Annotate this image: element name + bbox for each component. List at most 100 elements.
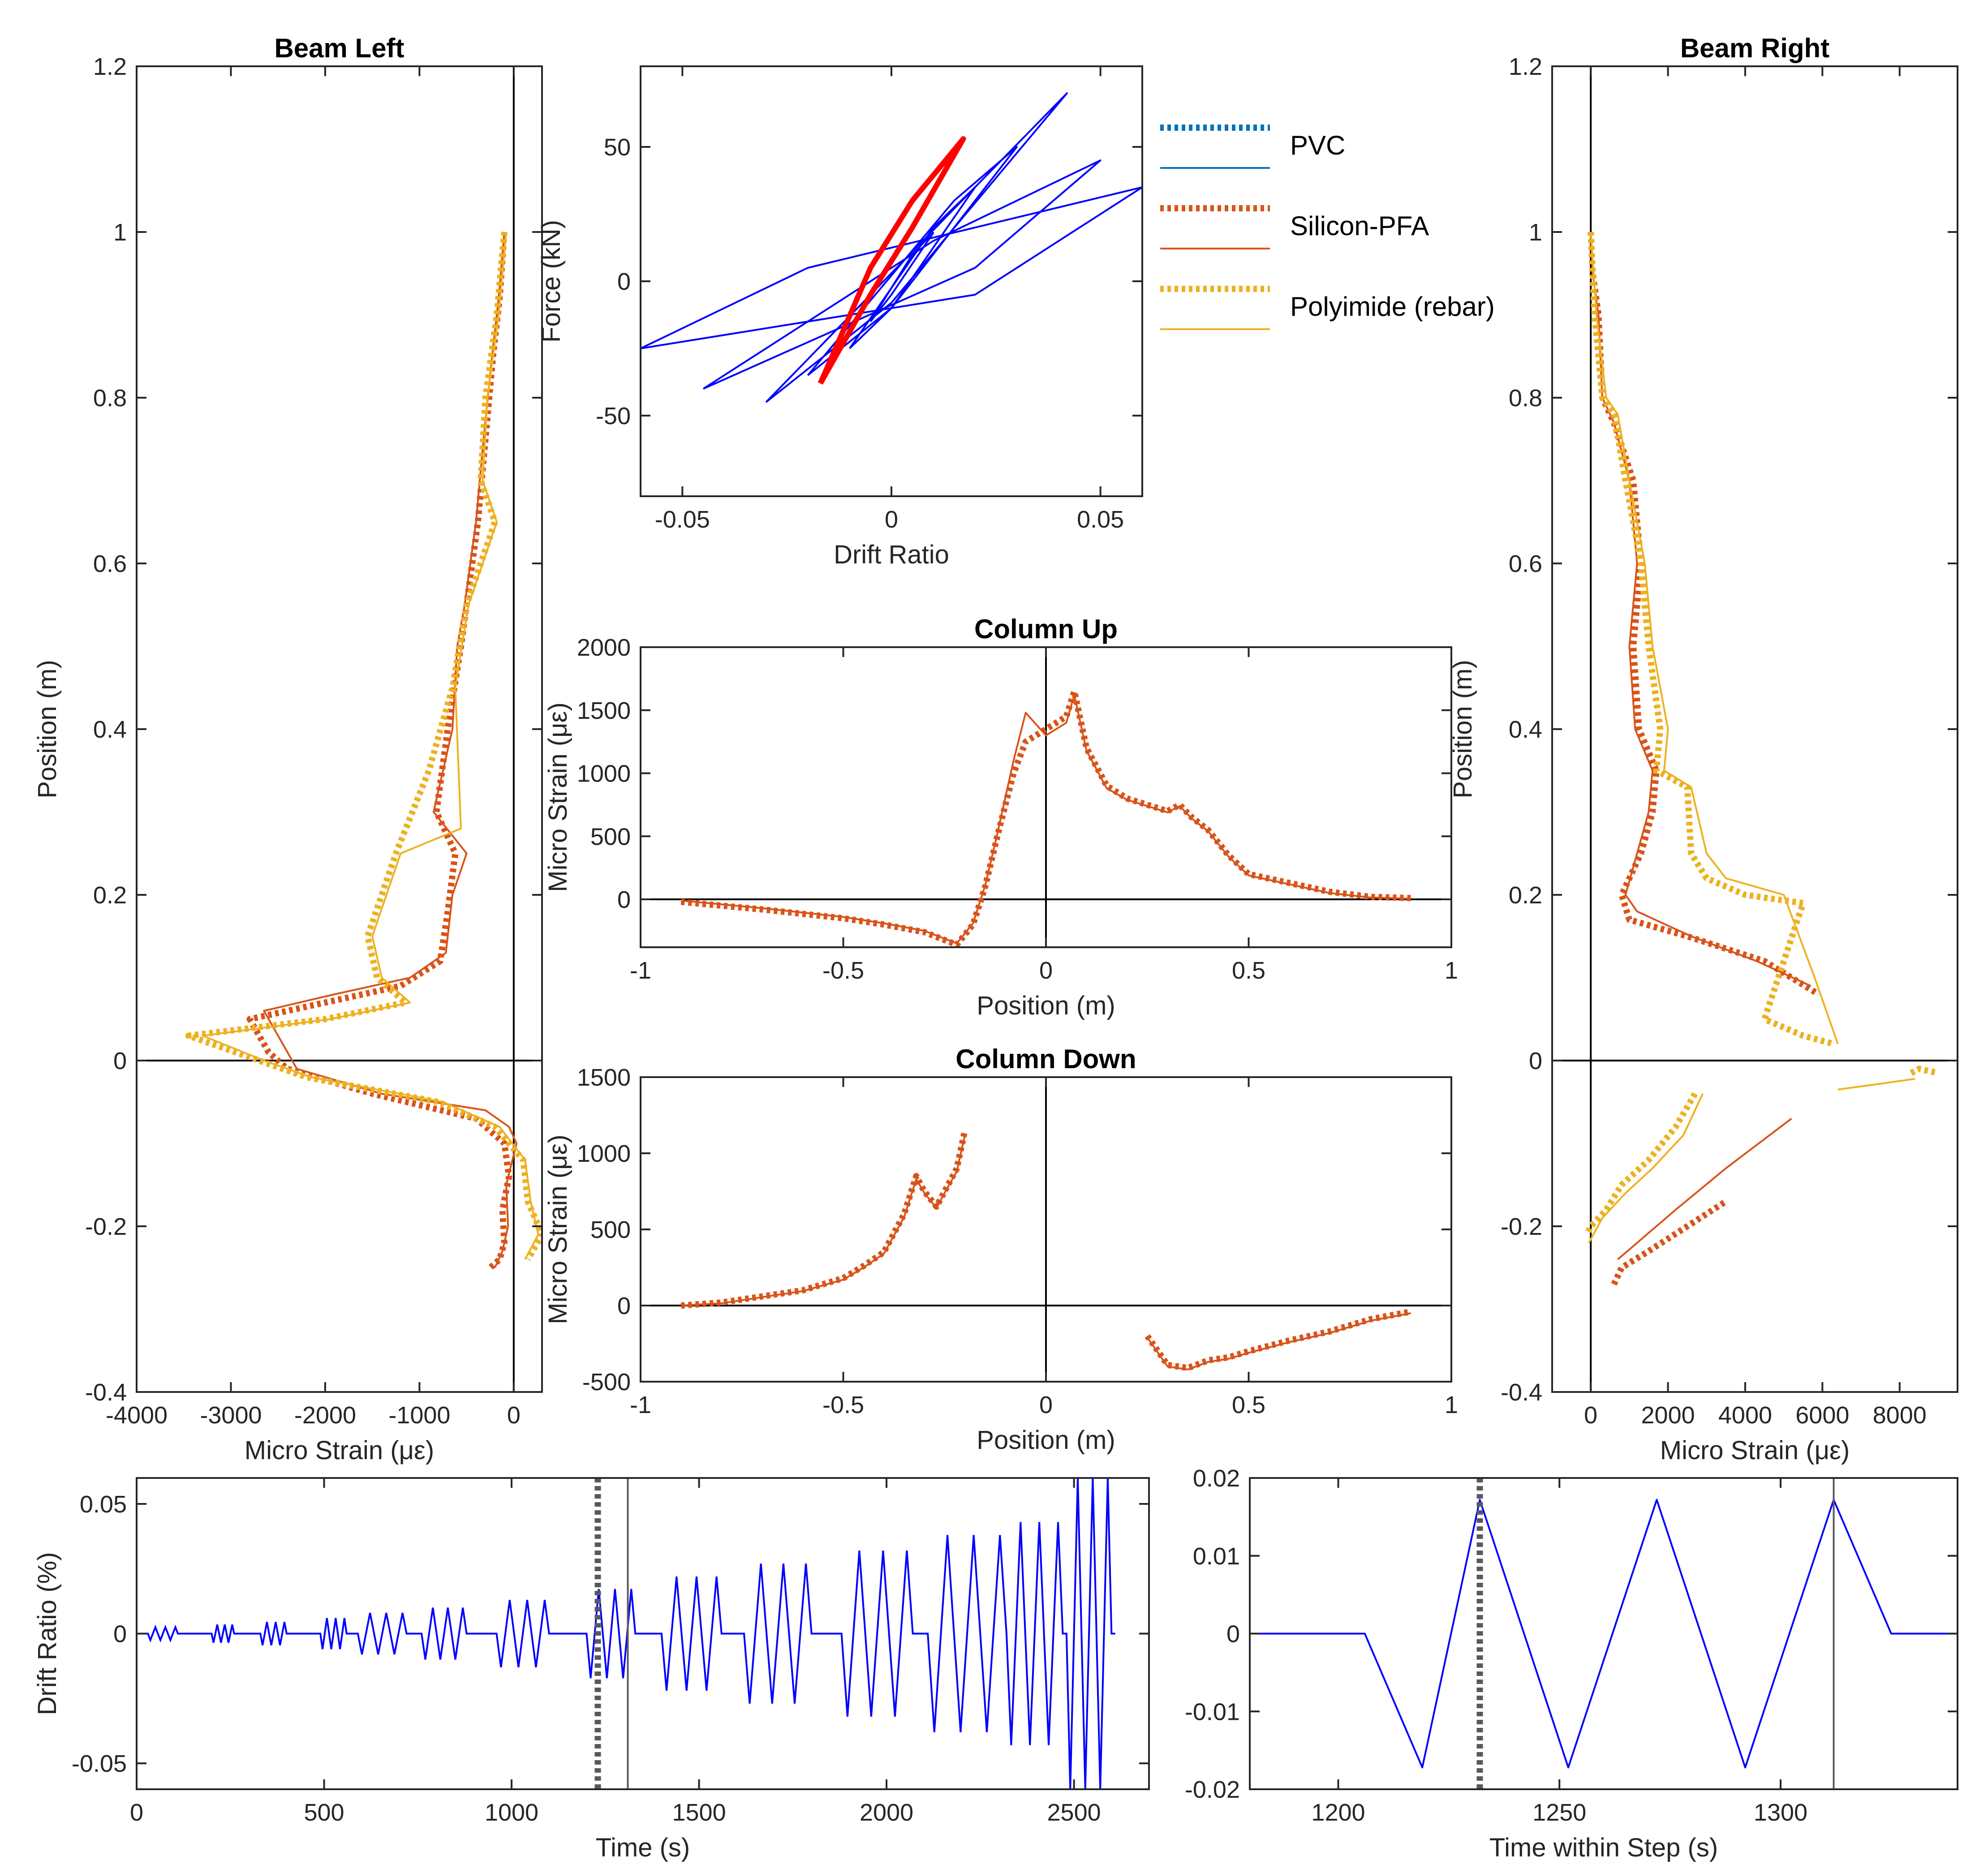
x-tick-label: 0.5 xyxy=(1232,957,1265,984)
axes-frame xyxy=(136,65,543,1393)
y-tick-label: -0.02 xyxy=(1185,1776,1240,1803)
series-silicon-pfa-2 xyxy=(681,1134,966,1306)
series-drift-0 xyxy=(1250,1499,1958,1769)
y-tick-label: 1000 xyxy=(577,760,631,787)
y-tick-label: -500 xyxy=(582,1369,631,1396)
y-axis-label: Micro Strain (με) xyxy=(543,1134,572,1324)
series-silicon-pfa-3 xyxy=(1617,1117,1792,1260)
y-tick-label: -0.2 xyxy=(1501,1213,1542,1240)
y-tick-label: -0.05 xyxy=(72,1750,127,1777)
x-axis-label: Time (s) xyxy=(596,1833,690,1862)
x-tick-label: -1 xyxy=(630,1392,651,1418)
y-tick-label: 2000 xyxy=(577,634,631,661)
x-tick-label: 8000 xyxy=(1873,1402,1927,1429)
x-tick-label: 1200 xyxy=(1311,1799,1365,1826)
y-axis-label: Micro Strain (με) xyxy=(543,702,572,892)
y-tick-label: 1500 xyxy=(577,1064,631,1091)
x-tick-label: 0 xyxy=(130,1799,143,1826)
series-polyimide-rebar--3 xyxy=(202,232,539,1260)
x-tick-label: -4000 xyxy=(106,1402,168,1429)
x-tick-label: 6000 xyxy=(1795,1402,1849,1429)
chart-title: Beam Right xyxy=(1680,33,1829,63)
series-polyimide-rebar--5 xyxy=(1910,1065,1939,1076)
x-tick-label: -1000 xyxy=(388,1402,450,1429)
legend-label: Silicon-PFA xyxy=(1290,211,1429,241)
series-polyimide-rebar--8 xyxy=(1837,1078,1915,1091)
y-tick-label: 0 xyxy=(1529,1048,1542,1074)
series-hysteresis-loops-loop-4 xyxy=(702,159,1102,390)
plot-area xyxy=(680,1130,1411,1371)
y-tick-label: 0.4 xyxy=(93,716,127,743)
series-polyimide-rebar--7 xyxy=(1590,232,1839,1044)
x-tick-label: 1500 xyxy=(672,1799,726,1826)
y-axis-label: Drift Ratio (%) xyxy=(33,1552,62,1715)
plot-area xyxy=(1250,1478,1958,1789)
chart-beam-right: 0 2000 4000 6000 8000 -0.4 -0.2 0 0.2 0.4 0.6 0.8 1 1… xyxy=(1448,33,1958,1465)
chart-title: Column Up xyxy=(974,614,1118,644)
x-tick-label: 1 xyxy=(1445,957,1458,984)
series-silicon-pfa-3 xyxy=(1146,1312,1411,1370)
chart-title: Column Down xyxy=(955,1044,1136,1074)
y-tick-label: 1 xyxy=(1529,219,1542,246)
y-tick-label: -0.4 xyxy=(1501,1379,1542,1406)
chart-title: Beam Left xyxy=(274,33,404,63)
x-tick-label: -2000 xyxy=(294,1402,356,1429)
x-tick-label: 1 xyxy=(1445,1392,1458,1418)
x-tick-label: -0.5 xyxy=(822,1392,864,1418)
chart-column-up: -1 -0.5 0 0.5 1 0 500 1000 1500 2000 Position (m) M… xyxy=(543,614,1458,1020)
y-tick-label: 0.6 xyxy=(1509,550,1542,577)
series-hysteresis-loops-loop-3 xyxy=(765,92,1068,403)
x-tick-label: 0.5 xyxy=(1232,1392,1265,1418)
series-drift-history xyxy=(137,1478,1115,1789)
chart-beam-left: -4000 -3000 -2000 -1000 0 -0.4 -0.2 0 0.2 0.4 0.6 0… xyxy=(33,33,543,1465)
y-axis-label: Force (kN) xyxy=(537,220,566,343)
y-tick-label: 0 xyxy=(617,268,631,295)
x-axis-label: Micro Strain (με) xyxy=(245,1436,434,1465)
x-tick-label: 4000 xyxy=(1718,1402,1772,1429)
y-tick-label: 0.2 xyxy=(93,882,127,909)
axes-frame xyxy=(640,65,1143,497)
series-silicon-pfa-1 xyxy=(1145,1308,1411,1371)
plot-area xyxy=(137,1478,1115,1789)
series-silicon-pfa-1 xyxy=(263,232,518,1268)
x-tick-label: 1000 xyxy=(485,1799,538,1826)
series-polyimide-rebar--6 xyxy=(1584,1092,1698,1236)
legend-label: Polyimide (rebar) xyxy=(1290,292,1495,322)
x-tick-label: 0 xyxy=(1039,1392,1053,1418)
y-tick-label: -50 xyxy=(596,403,631,430)
series-silicon-pfa-0 xyxy=(680,1130,968,1309)
x-axis-label: Drift Ratio xyxy=(834,540,949,569)
y-tick-label: -0.01 xyxy=(1185,1698,1240,1725)
x-tick-label: 0 xyxy=(507,1402,521,1429)
y-tick-label: 1000 xyxy=(577,1140,631,1167)
y-tick-label: 1.2 xyxy=(1509,53,1542,80)
legend: PVC Silicon-PFA Polyimide (rebar) xyxy=(1160,125,1495,330)
y-tick-label: 0.4 xyxy=(1509,716,1542,743)
legend-label: PVC xyxy=(1290,130,1345,160)
y-tick-label: 0.05 xyxy=(80,1491,127,1518)
x-tick-label: 1300 xyxy=(1754,1799,1807,1826)
series-hysteresis-loops-loop-5 xyxy=(641,186,1142,349)
x-tick-label: -0.05 xyxy=(655,506,710,533)
y-tick-label: 1500 xyxy=(577,697,631,724)
x-tick-label: 2500 xyxy=(1047,1799,1101,1826)
series-polyimide-rebar--2 xyxy=(185,232,542,1261)
y-tick-label: 500 xyxy=(590,1216,631,1243)
chart-hysteresis: -0.05 0 0.05 -50 0 50 Drift Ratio Force (kN) xyxy=(537,65,1143,569)
y-tick-label: 0 xyxy=(113,1048,127,1074)
plot-area xyxy=(641,92,1142,403)
x-tick-label: 1250 xyxy=(1532,1799,1586,1826)
y-tick-label: -0.2 xyxy=(85,1213,127,1240)
chart-column-down: -1 -0.5 0 0.5 1 -500 0 500 1000 1500 Position (m) M… xyxy=(543,1044,1458,1455)
series-silicon-pfa-0 xyxy=(680,688,1411,947)
chart-drift-step: 1200 1250 1300 -0.02 -0.01 0 0.01 0.02 Time with… xyxy=(1185,1465,1958,1862)
x-axis-label: Position (m) xyxy=(977,991,1115,1020)
series-polyimide-rebar--9 xyxy=(1588,1093,1704,1243)
y-axis-label: Position (m) xyxy=(1448,660,1477,798)
x-tick-label: -1 xyxy=(630,957,651,984)
y-tick-label: 0 xyxy=(1226,1621,1240,1648)
x-tick-label: 0 xyxy=(885,506,898,533)
y-axis-label: Position (m) xyxy=(33,660,62,798)
y-tick-label: 0.6 xyxy=(93,550,127,577)
